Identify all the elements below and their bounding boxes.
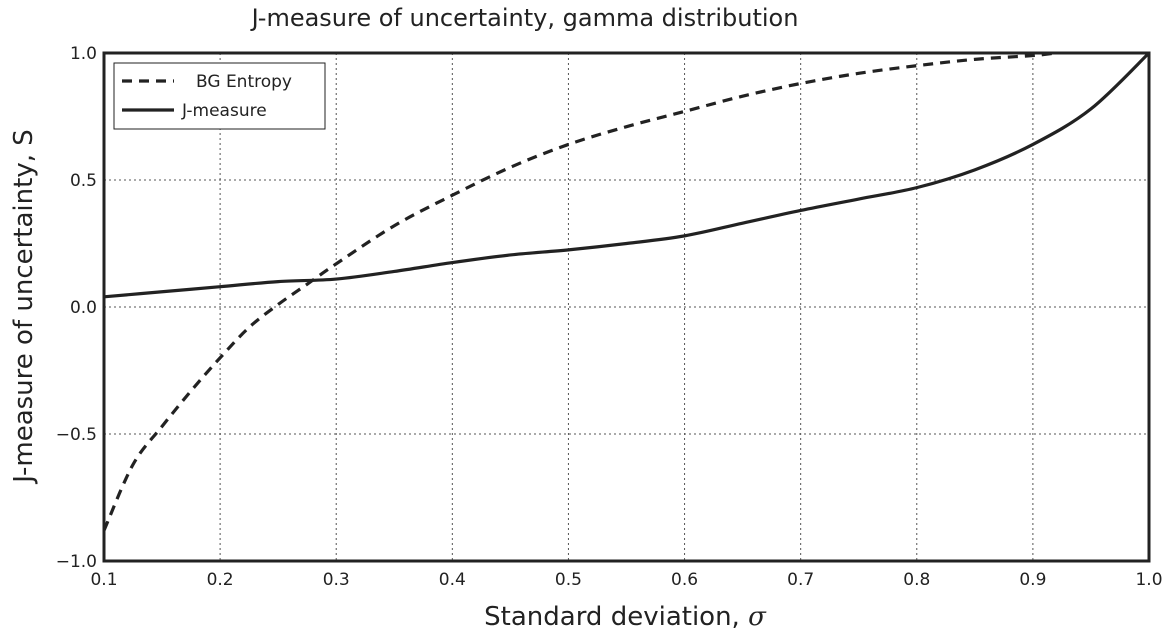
legend-box (113, 62, 326, 130)
y-tick-label: −1.0 (56, 552, 97, 572)
x-tick-label: 0.1 (90, 570, 117, 590)
y-tick-label: 0.5 (70, 171, 97, 191)
y-axis-label: J-measure of uncertainty, S (9, 129, 39, 485)
x-tick-label: 0.8 (903, 570, 930, 590)
x-tick-label: 0.2 (207, 570, 234, 590)
x-tick-label: 1.0 (1135, 570, 1162, 590)
plot-frame (102, 51, 1151, 563)
x-tick-label: 0.3 (323, 570, 350, 590)
x-tick-label: 0.7 (787, 570, 814, 590)
legend: BG Entropy J-measure (113, 62, 326, 130)
series-line-bg-entropy (102, 51, 1057, 532)
series-layer (102, 51, 1151, 532)
grid (104, 53, 1149, 561)
series-line-j-measure (103, 51, 1151, 299)
y-tick-labels: 1.0 0.5 0.0 −0.5 −1.0 (56, 44, 97, 572)
y-tick-label: 1.0 (70, 44, 97, 64)
x-tick-label: 0.4 (439, 570, 466, 590)
x-tick-labels: 0.1 0.2 0.3 0.4 0.5 0.6 0.7 0.8 0.9 1.0 (90, 570, 1162, 590)
x-axis-label: Standard deviation, σ (484, 602, 767, 632)
x-tick-label: 0.5 (555, 570, 582, 590)
y-tick-label: 0.0 (70, 298, 97, 318)
x-tick-label: 0.9 (1019, 570, 1046, 590)
legend-label-j-measure: J-measure (181, 101, 267, 121)
x-tick-label: 0.6 (671, 570, 698, 590)
y-tick-label: −0.5 (56, 425, 97, 445)
chart-title: J-measure of uncertainty, gamma distribu… (250, 4, 799, 32)
legend-label-bg-entropy: BG Entropy (196, 72, 292, 92)
